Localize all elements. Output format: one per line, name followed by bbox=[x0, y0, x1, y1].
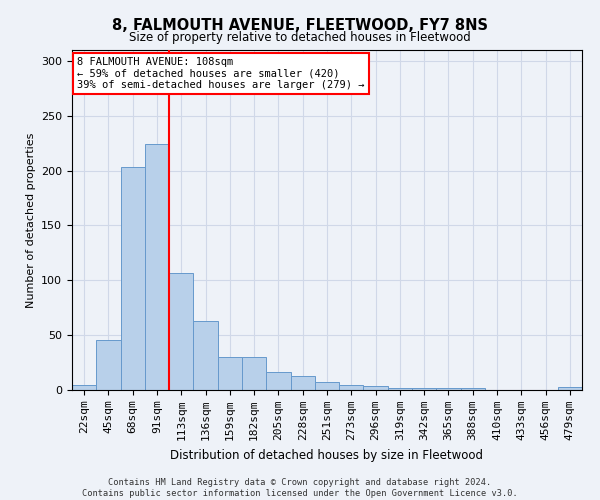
Bar bbox=[364, 386, 388, 390]
Text: 8, FALMOUTH AVENUE, FLEETWOOD, FY7 8NS: 8, FALMOUTH AVENUE, FLEETWOOD, FY7 8NS bbox=[112, 18, 488, 32]
Bar bbox=[558, 386, 582, 390]
Bar bbox=[266, 372, 290, 390]
Bar bbox=[218, 357, 242, 390]
Bar bbox=[193, 321, 218, 390]
X-axis label: Distribution of detached houses by size in Fleetwood: Distribution of detached houses by size … bbox=[170, 448, 484, 462]
Bar bbox=[436, 388, 461, 390]
Bar bbox=[145, 144, 169, 390]
Text: 8 FALMOUTH AVENUE: 108sqm
← 59% of detached houses are smaller (420)
39% of semi: 8 FALMOUTH AVENUE: 108sqm ← 59% of detac… bbox=[77, 57, 365, 90]
Bar bbox=[339, 384, 364, 390]
Bar bbox=[388, 388, 412, 390]
Y-axis label: Number of detached properties: Number of detached properties bbox=[26, 132, 35, 308]
Bar bbox=[412, 388, 436, 390]
Bar bbox=[72, 384, 96, 390]
Bar bbox=[121, 168, 145, 390]
Bar bbox=[169, 272, 193, 390]
Bar bbox=[461, 388, 485, 390]
Text: Size of property relative to detached houses in Fleetwood: Size of property relative to detached ho… bbox=[129, 31, 471, 44]
Bar bbox=[315, 382, 339, 390]
Text: Contains HM Land Registry data © Crown copyright and database right 2024.
Contai: Contains HM Land Registry data © Crown c… bbox=[82, 478, 518, 498]
Bar bbox=[242, 357, 266, 390]
Bar bbox=[96, 340, 121, 390]
Bar bbox=[290, 376, 315, 390]
